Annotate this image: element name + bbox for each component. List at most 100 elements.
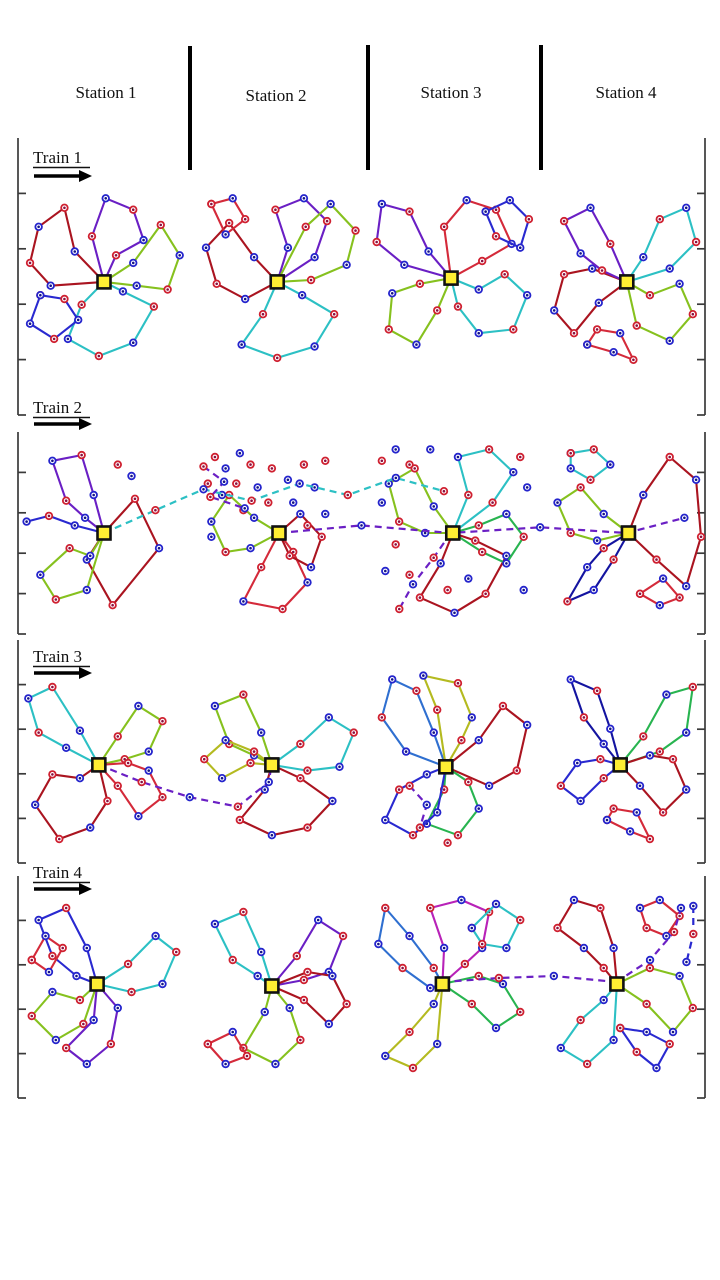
node-dot <box>249 463 252 466</box>
node-dot <box>527 217 531 221</box>
node-dot <box>51 459 54 463</box>
node-dot <box>131 261 135 265</box>
node-dot <box>259 950 263 954</box>
node-dot <box>213 455 217 459</box>
route-path <box>619 754 688 814</box>
node-dot <box>685 960 688 964</box>
node-dot <box>658 898 662 902</box>
node-dot <box>401 966 404 970</box>
node-dot <box>645 1002 648 1006</box>
train-4-label: Train 4 <box>33 863 82 882</box>
node-dot <box>360 524 363 527</box>
node-dot <box>642 493 645 497</box>
node-dot <box>140 780 143 784</box>
node-dot <box>605 818 609 822</box>
node-dot <box>130 990 133 994</box>
node-dot <box>595 539 599 542</box>
node-dot <box>442 225 446 229</box>
node-dot <box>47 970 51 974</box>
node-dot <box>635 1050 638 1054</box>
node-dot <box>562 273 566 276</box>
node-dot <box>480 259 484 263</box>
node-dot <box>37 731 40 734</box>
node-dot <box>116 1006 120 1010</box>
node-dot <box>394 476 398 480</box>
node-dot <box>88 826 92 829</box>
node-dot <box>299 1038 302 1042</box>
node-dot <box>403 263 406 267</box>
node-dot <box>569 678 572 681</box>
node-dot <box>408 210 411 213</box>
node-dot <box>288 1006 291 1010</box>
node-dot <box>384 818 387 822</box>
node-dot <box>291 550 295 554</box>
node-dot <box>684 788 688 791</box>
node-dot <box>166 288 169 291</box>
node-dot <box>302 197 306 200</box>
node-dot <box>456 681 460 685</box>
node-dot <box>435 811 439 814</box>
node-dot <box>602 546 605 550</box>
node-dot <box>345 1002 348 1006</box>
depot-marker <box>444 525 461 541</box>
depot-marker <box>438 758 454 775</box>
node-dot <box>525 486 529 489</box>
node-dot <box>453 611 456 615</box>
route-path <box>271 716 355 772</box>
node-dot <box>354 229 357 232</box>
axes-layer <box>17 138 706 1099</box>
node-dot <box>390 292 394 295</box>
node-dot <box>49 284 52 288</box>
node-dot <box>316 918 320 922</box>
node-dot <box>590 267 594 270</box>
node-dot <box>215 282 218 286</box>
node-dot <box>57 837 61 841</box>
node-dot <box>612 558 615 561</box>
node-dot <box>78 776 82 780</box>
routes-layer <box>22 194 706 1073</box>
route-path <box>387 277 452 346</box>
train-1-label: Train 1 <box>33 148 82 167</box>
node-dot <box>602 998 605 1002</box>
depot-marker <box>96 274 112 290</box>
node-dot <box>648 293 652 297</box>
node-dot <box>678 914 681 918</box>
node-dot <box>501 704 505 708</box>
node-dot <box>323 512 327 516</box>
node-dot <box>92 493 95 497</box>
node-dot <box>585 565 589 569</box>
node-dot <box>224 1062 227 1066</box>
node-dot <box>477 974 481 978</box>
node-dot <box>267 780 271 784</box>
node-dot <box>618 331 622 335</box>
node-dot <box>655 558 658 561</box>
node-dot <box>585 1062 589 1066</box>
node-dot <box>522 535 525 539</box>
node-dot <box>306 524 309 527</box>
node-dot <box>432 731 436 734</box>
node-dot <box>54 1038 58 1042</box>
route-path <box>452 512 525 565</box>
node-dot <box>632 358 635 362</box>
route-path <box>207 1030 249 1066</box>
node-dot <box>242 693 245 696</box>
node-dot <box>227 742 231 746</box>
node-dot <box>387 328 391 331</box>
node-dot <box>288 554 291 558</box>
depot-marker <box>443 270 459 286</box>
node-dot <box>692 932 695 936</box>
route-path <box>271 970 348 1026</box>
node-dot <box>423 531 427 535</box>
node-dot <box>635 324 638 327</box>
node-dot <box>286 478 290 482</box>
node-dot <box>51 954 54 958</box>
node-dot <box>460 898 463 902</box>
node-dot <box>231 1030 235 1034</box>
node-dot <box>64 746 68 750</box>
node-dot <box>609 463 612 466</box>
node-dot <box>658 217 662 221</box>
node-dot <box>589 206 592 210</box>
node-dot <box>142 238 145 242</box>
node-dot <box>456 833 460 837</box>
